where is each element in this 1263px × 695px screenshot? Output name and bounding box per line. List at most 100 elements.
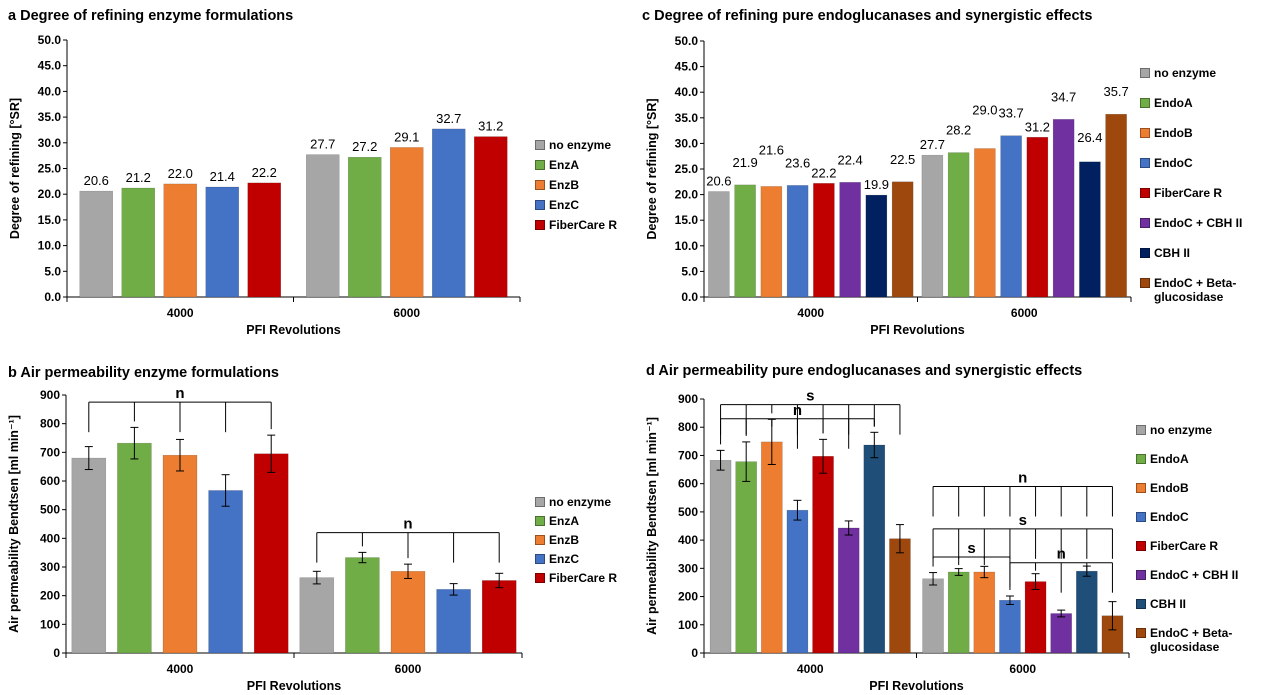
bar	[162, 454, 198, 654]
data-label: 29.1	[394, 129, 419, 144]
legend-label: FiberCare R	[1150, 539, 1219, 553]
y-tick-label: 35.0	[38, 110, 62, 124]
data-label: 22.0	[168, 166, 193, 181]
legend-swatch	[535, 516, 545, 526]
y-tick-label: 800	[40, 417, 60, 431]
legend-swatch	[1136, 483, 1146, 493]
data-label: 26.4	[1077, 130, 1102, 145]
bar	[865, 194, 888, 298]
y-tick-label: 20.0	[675, 188, 699, 202]
legend-item: EndoC	[1136, 510, 1250, 539]
bar	[117, 442, 152, 654]
legend-swatch	[1140, 128, 1150, 138]
bar	[163, 183, 197, 298]
y-tick-label: 50.0	[675, 34, 699, 48]
legend-swatch	[535, 200, 545, 210]
bar	[1079, 161, 1101, 298]
chart-panel-a: a Degree of refining enzyme formulations…	[0, 0, 640, 345]
y-tick-label: 30.0	[675, 136, 699, 150]
bar	[253, 453, 289, 654]
legend-swatch	[1140, 248, 1150, 258]
legend-swatch	[535, 160, 545, 170]
data-label: 21.9	[732, 155, 757, 170]
legend-item: EndoC	[1140, 156, 1254, 186]
chart-a: 0.0 5.0 10.0 15.0 20.0 25.0 30.0 35.0 40.0 45.0 50…	[8, 33, 521, 337]
y-tick-label: 5.0	[681, 264, 698, 278]
legend-swatch	[1140, 158, 1150, 168]
y-tick-label: 10.0	[675, 239, 699, 253]
legend-item: no enzyme	[535, 495, 649, 514]
legend-b: no enzyme EnzA EnzB EnzC FiberCare R	[535, 495, 649, 590]
legend-label: CBH II	[1154, 246, 1190, 260]
significance-label: n	[175, 385, 184, 402]
significance-label: n	[1018, 469, 1027, 486]
chart-b: 0 100 200 300 400 500 600 700 800 900 n n 4000 6000 PF…	[7, 385, 523, 693]
bar	[205, 186, 239, 298]
bar	[761, 441, 783, 654]
legend-swatch	[535, 573, 545, 583]
legend-label: no enzyme	[549, 495, 612, 509]
data-label: 19.9	[864, 177, 889, 192]
bar	[1076, 570, 1098, 654]
bar	[839, 182, 861, 298]
legend-item: FiberCare R	[535, 218, 649, 238]
y-tick-label: 35.0	[675, 111, 699, 125]
chart-title-c: c Degree of refining pure endoglucanases…	[642, 8, 1093, 24]
data-label: 22.4	[837, 152, 862, 167]
legend-label: EndoC + CBH II	[1154, 216, 1243, 230]
legend-label: EnzC	[549, 198, 579, 212]
significance-label: s	[967, 540, 975, 557]
y-tick-label: 400	[40, 531, 60, 545]
bar	[947, 152, 970, 298]
bar	[812, 456, 834, 654]
data-label: 31.2	[478, 119, 503, 134]
legend-item: CBH II	[1136, 597, 1250, 626]
legend-swatch	[1136, 425, 1146, 435]
y-tick-label: 25.0	[675, 162, 699, 176]
y-tick-label: 40.0	[675, 85, 699, 99]
legend-label: EndoC + CBH II	[1150, 568, 1239, 582]
bar	[863, 444, 886, 654]
data-label: 33.7	[998, 106, 1023, 121]
legend-label: EnzC	[549, 552, 579, 566]
y-tick-label: 500	[40, 503, 60, 517]
legend-item: EnzA	[535, 514, 649, 533]
legend-d: no enzyme EndoA EndoB EndoC FiberCare R EndoC…	[1136, 423, 1250, 655]
legend-label: EndoC	[1150, 510, 1189, 524]
x-axis-title: PFI Revolutions	[246, 323, 341, 337]
legend-label: EnzB	[549, 533, 579, 547]
y-axis-title: Degree of refining [°SR]	[645, 98, 659, 239]
y-tick-label: 100	[678, 618, 698, 632]
legend-item: no enzyme	[535, 138, 649, 158]
significance-label: s	[1019, 512, 1027, 529]
chart-title-b: b Air permeability enzyme formulations	[8, 365, 279, 381]
data-label: 20.6	[84, 173, 109, 188]
legend-label: EndoC + Beta-glucosidase	[1154, 276, 1237, 304]
x-axis-title: PFI Revolutions	[870, 323, 965, 337]
legend-label: no enzyme	[1154, 66, 1217, 80]
legend-label: CBH II	[1150, 597, 1186, 611]
bar	[306, 154, 340, 298]
legend-label: no enzyme	[549, 138, 612, 152]
legend-item: EndoA	[1140, 96, 1254, 126]
chart-panel-d: d Air permeability pure endoglucanases a…	[640, 355, 1263, 695]
y-tick-label: 5.0	[44, 264, 61, 278]
x-tick-label: 6000	[1009, 662, 1036, 676]
data-label: 31.2	[1025, 119, 1050, 134]
bar	[1052, 119, 1075, 298]
legend-item: EndoA	[1136, 452, 1250, 481]
x-tick-label: 4000	[167, 662, 194, 676]
bar	[1000, 135, 1022, 298]
y-axis-title: Air permeability Bendtsen [ml min⁻¹]	[7, 415, 21, 633]
bar	[921, 154, 944, 298]
legend-a: no enzyme EnzA EnzB EnzC FiberCare R	[535, 138, 649, 238]
legend-item: EndoC + Beta-glucosidase	[1136, 626, 1250, 655]
y-tick-label: 10.0	[38, 239, 62, 253]
legend-swatch	[1136, 541, 1146, 551]
significance-label: n	[1057, 546, 1066, 563]
legend-item: EnzB	[535, 178, 649, 198]
legend-label: EndoB	[1154, 126, 1193, 140]
legend-item: FiberCare R	[535, 571, 649, 590]
bar	[734, 184, 756, 298]
